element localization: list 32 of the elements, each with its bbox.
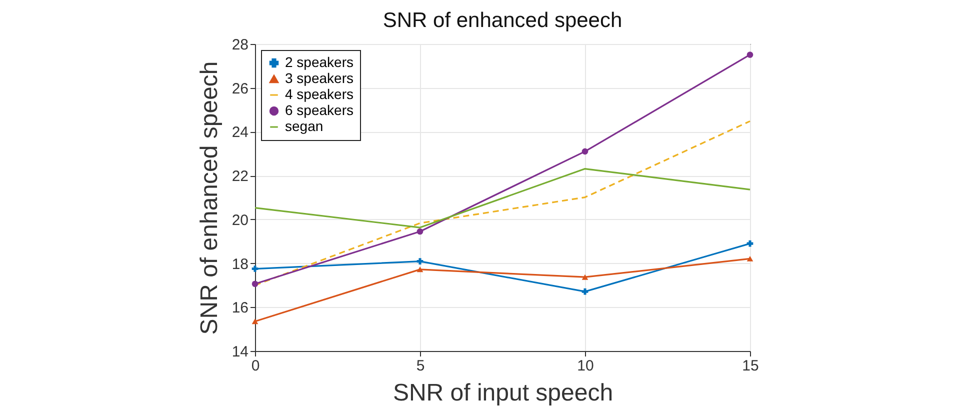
- legend-label: 4 speakers: [285, 86, 354, 102]
- y-tick-label: 22: [232, 168, 248, 186]
- x-axis-title: SNR of input speech: [392, 380, 614, 406]
- point: [746, 52, 754, 58]
- point: [252, 266, 258, 272]
- y-tick-label: 26: [232, 80, 248, 98]
- x-tick-label: 10: [577, 358, 594, 374]
- point: [746, 240, 754, 247]
- point: [416, 258, 424, 264]
- x-tick-label: 15: [742, 358, 759, 374]
- legend-label: 2 speakers: [285, 54, 354, 70]
- point: [582, 274, 588, 280]
- point: [416, 266, 424, 272]
- point: [582, 148, 588, 155]
- y-tick-label: 20: [232, 212, 248, 229]
- point: [252, 318, 258, 324]
- y-tick-label: 18: [232, 256, 248, 273]
- x-tick-label: 5: [416, 358, 425, 374]
- point: [746, 256, 754, 262]
- y-tick-label: 14: [232, 344, 248, 360]
- y-tick-label: 24: [232, 124, 248, 142]
- legend-label: 6 speakers: [285, 102, 354, 118]
- y-tick-label: 16: [232, 300, 248, 317]
- chart-title: SNR of enhanced speech: [382, 9, 622, 32]
- point: [416, 228, 424, 235]
- point: [252, 280, 258, 288]
- legend-label: segan: [285, 118, 324, 134]
- legend-label: 3 speakers: [285, 70, 354, 86]
- y-axis-title: SNR of enhanced speech: [196, 61, 223, 335]
- point: [582, 288, 588, 295]
- x-tick-label: 0: [251, 358, 260, 374]
- y-tick-label: 28: [232, 36, 248, 54]
